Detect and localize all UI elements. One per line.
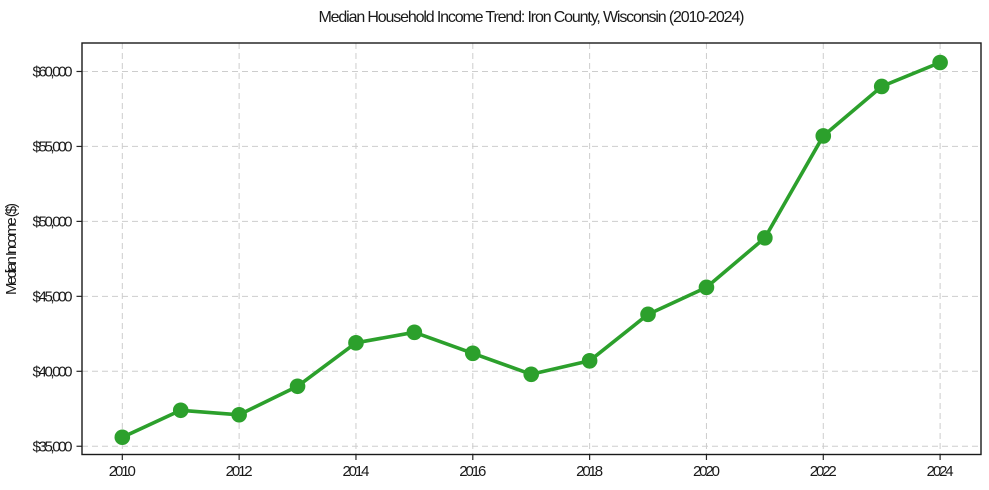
data-point-2017	[523, 366, 540, 383]
y-tick-label-55000: $55,000	[33, 139, 73, 156]
x-tick-label-2024: 2024	[927, 463, 954, 480]
data-point-2024	[932, 54, 948, 71]
x-tick-label-2012: 2012	[226, 463, 253, 480]
data-point-2023	[873, 78, 890, 95]
y-tick-label-35000: $35,000	[33, 438, 73, 455]
data-point-2013	[289, 378, 306, 395]
data-point-2021	[757, 230, 773, 246]
data-point-2012	[231, 406, 247, 423]
x-tick-label-2014: 2014	[342, 463, 369, 480]
data-point-2014	[348, 335, 364, 351]
data-point-2022	[815, 128, 832, 144]
data-point-2020	[698, 279, 715, 296]
y-tick-label-40000: $40,000	[33, 364, 73, 381]
x-tick-label-2016: 2016	[459, 463, 486, 480]
data-point-2010	[114, 429, 131, 446]
data-point-2011	[172, 402, 189, 419]
data-point-2015	[406, 324, 423, 341]
plot-area: 2010 2012 2014 2016 2018 2020 2022 2024 $35,000 $…	[33, 42, 982, 480]
x-tick-label-2018: 2018	[576, 463, 603, 480]
x-tick-label-2022: 2022	[810, 463, 837, 480]
x-tick-label-2010: 2010	[109, 463, 136, 480]
data-point-2019	[640, 306, 656, 323]
data-point-2016	[464, 345, 481, 362]
y-axis-label: Median Income ($)	[3, 203, 20, 295]
y-tick-label-45000: $45,000	[33, 289, 73, 306]
plot-border	[81, 42, 982, 456]
chart-title: Median Household Income Trend: Iron Coun…	[319, 9, 745, 26]
data-point-2018	[581, 353, 598, 369]
x-tick-label-2020: 2020	[693, 463, 720, 480]
y-tick-label-60000: $60,000	[33, 64, 73, 81]
y-tick-label-50000: $50,000	[33, 214, 73, 231]
